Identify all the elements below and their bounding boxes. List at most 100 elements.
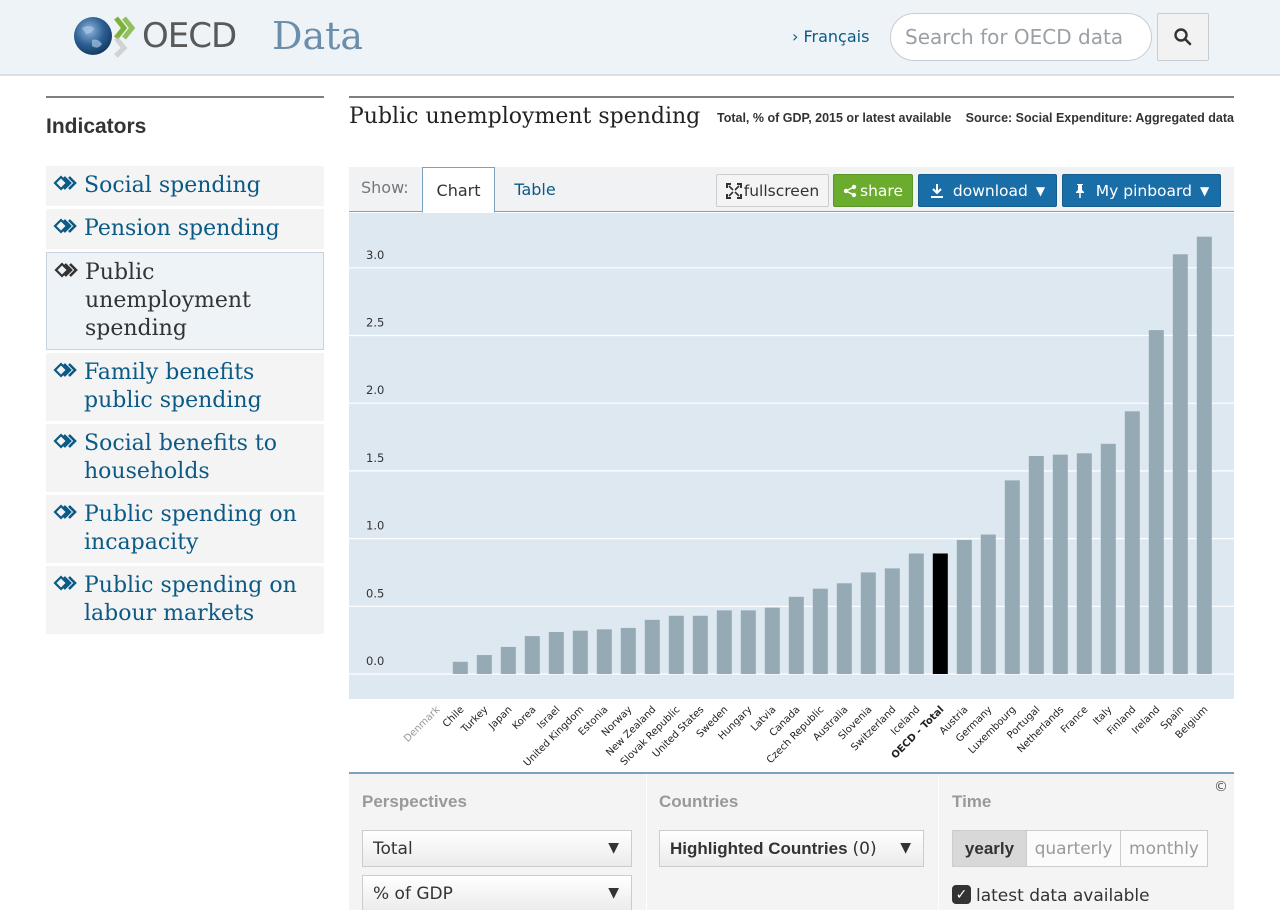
logo-text: OECD	[142, 16, 237, 56]
sidebar-item-label: Public unemployment spending	[85, 260, 251, 341]
search-button[interactable]	[1157, 13, 1209, 61]
language-link[interactable]: › Français	[792, 27, 870, 46]
pinboard-button[interactable]: My pinboard ▼	[1062, 174, 1221, 207]
sidebar-item-label: Public spending on incapacity	[84, 502, 297, 555]
sidebar-item-labour-markets[interactable]: Public spending on labour markets	[46, 566, 324, 634]
bar-netherlands[interactable]	[1052, 454, 1068, 674]
bar-france[interactable]	[1076, 453, 1092, 674]
unit-value: % of GDP	[373, 883, 453, 904]
countries-value: Highlighted Countries	[670, 838, 848, 858]
bar-slovak-republic[interactable]	[668, 615, 684, 674]
bar-united-states[interactable]	[692, 615, 708, 674]
y-tick-label: 1.5	[366, 451, 384, 465]
bar-australia[interactable]	[836, 583, 852, 674]
bar-ireland[interactable]	[1148, 330, 1164, 674]
chart-subtitle: Total, % of GDP, 2015 or latest availabl…	[717, 111, 952, 125]
unit-select[interactable]: % of GDP ▼	[362, 875, 632, 910]
indicators-sidebar: Indicators Social spending Pension spendi…	[46, 96, 324, 637]
latest-data-checkbox[interactable]: ✓	[952, 885, 971, 904]
countries-select[interactable]: Highlighted Countries (0) ▼	[659, 830, 924, 867]
share-label: share	[860, 181, 903, 200]
bar-japan[interactable]	[500, 646, 516, 674]
perspectives-title: Perspectives	[362, 792, 467, 811]
copyright-mark[interactable]: ©	[1214, 779, 1228, 795]
bar-slovenia[interactable]	[860, 572, 876, 674]
double-chevron-icon	[53, 175, 77, 191]
sidebar-item-public-unemployment-spending[interactable]: Public unemployment spending	[46, 252, 324, 350]
bar-switzerland[interactable]	[884, 568, 900, 674]
caret-down-icon: ▼	[1035, 183, 1046, 198]
bar-israel[interactable]	[548, 632, 564, 674]
bar-chart: 0.00.51.01.52.02.53.0DenmarkChileTurkeyJ…	[349, 213, 1234, 769]
x-tick-label[interactable]: Denmark	[402, 704, 442, 744]
caret-down-icon: ▼	[1199, 183, 1210, 198]
bar-estonia[interactable]	[596, 629, 612, 674]
bar-korea[interactable]	[524, 636, 540, 674]
y-tick-label: 2.5	[366, 316, 384, 330]
bar-austria[interactable]	[956, 539, 972, 674]
time-quarterly-button[interactable]: quarterly	[1026, 830, 1121, 867]
bar-hungary[interactable]	[740, 610, 756, 674]
sidebar-title: Indicators	[46, 115, 147, 138]
bar-united-kingdom[interactable]	[572, 630, 588, 674]
countries-count: (0)	[852, 838, 877, 859]
share-icon	[843, 184, 857, 197]
sidebar-item-label: Family benefits public spending	[84, 360, 262, 413]
bar-norway[interactable]	[620, 627, 636, 674]
bar-spain[interactable]	[1172, 254, 1188, 674]
bar-luxembourg[interactable]	[1004, 480, 1020, 674]
bar-new-zealand[interactable]	[644, 619, 660, 674]
y-tick-label: 0.0	[366, 654, 384, 668]
chart-area: 0.0 0.5 1.0 1.5 2.0 2.5 3.0 Denmark Chile Turkey J…	[349, 213, 1234, 795]
double-chevron-icon	[53, 575, 77, 591]
fullscreen-icon	[725, 182, 742, 199]
chart-toolbar: Show: Chart Table fullscreen share downl…	[349, 167, 1234, 213]
double-chevron-icon	[53, 504, 77, 520]
main-panel: Public unemployment spending Total, % of…	[349, 96, 1234, 795]
tab-table[interactable]: Table	[514, 180, 556, 199]
bar-portugal[interactable]	[1028, 456, 1044, 674]
bar-latvia[interactable]	[764, 607, 780, 674]
bar-turkey[interactable]	[476, 655, 492, 674]
bar-belgium[interactable]	[1196, 236, 1212, 674]
download-button[interactable]: download ▼	[918, 174, 1057, 207]
fullscreen-button[interactable]: fullscreen	[716, 174, 829, 207]
time-yearly-button[interactable]: yearly	[952, 830, 1027, 867]
bar-germany[interactable]	[980, 534, 996, 674]
x-tick-label[interactable]: Turkey	[459, 704, 491, 736]
bar-italy[interactable]	[1100, 443, 1116, 674]
latest-data-label: latest data available	[976, 886, 1150, 906]
x-tick-label[interactable]: Korea	[511, 704, 539, 732]
chart-source[interactable]: Source: Social Expenditure: Aggregated d…	[965, 111, 1234, 125]
x-tick-label[interactable]: France	[1059, 704, 1090, 735]
time-monthly-button[interactable]: monthly	[1120, 830, 1208, 867]
bar-sweden[interactable]	[716, 610, 732, 674]
share-button[interactable]: share	[833, 174, 913, 207]
sidebar-item-family-benefits[interactable]: Family benefits public spending	[46, 353, 324, 421]
caret-down-icon: ▼	[608, 840, 619, 856]
tab-chart[interactable]: Chart	[422, 167, 495, 213]
search-input[interactable]	[890, 13, 1152, 61]
bar-chile[interactable]	[452, 661, 468, 674]
pinboard-label: My pinboard	[1095, 181, 1192, 200]
sidebar-item-social-spending[interactable]: Social spending	[46, 166, 324, 206]
controls-divider	[938, 774, 939, 910]
perspective-value: Total	[373, 838, 413, 859]
bar-iceland[interactable]	[908, 553, 924, 674]
sidebar-item-label: Social spending	[84, 173, 261, 198]
bar-oecd-total[interactable]	[932, 553, 948, 674]
x-tick-label[interactable]: Japan	[486, 704, 514, 732]
search-icon	[1174, 28, 1192, 46]
caret-down-icon: ▼	[900, 840, 911, 856]
oecd-logo[interactable]: OECD	[72, 14, 237, 58]
sidebar-item-incapacity[interactable]: Public spending on incapacity	[46, 495, 324, 563]
bar-finland[interactable]	[1124, 411, 1140, 674]
sidebar-divider	[46, 96, 324, 98]
bar-czech-republic[interactable]	[812, 588, 828, 674]
perspective-select[interactable]: Total ▼	[362, 830, 632, 867]
bar-canada[interactable]	[788, 596, 804, 674]
sidebar-item-pension-spending[interactable]: Pension spending	[46, 209, 324, 249]
fullscreen-label: fullscreen	[743, 181, 820, 200]
chart-heading: Public unemployment spending Total, % of…	[349, 104, 1234, 134]
sidebar-item-social-benefits[interactable]: Social benefits to households	[46, 424, 324, 492]
